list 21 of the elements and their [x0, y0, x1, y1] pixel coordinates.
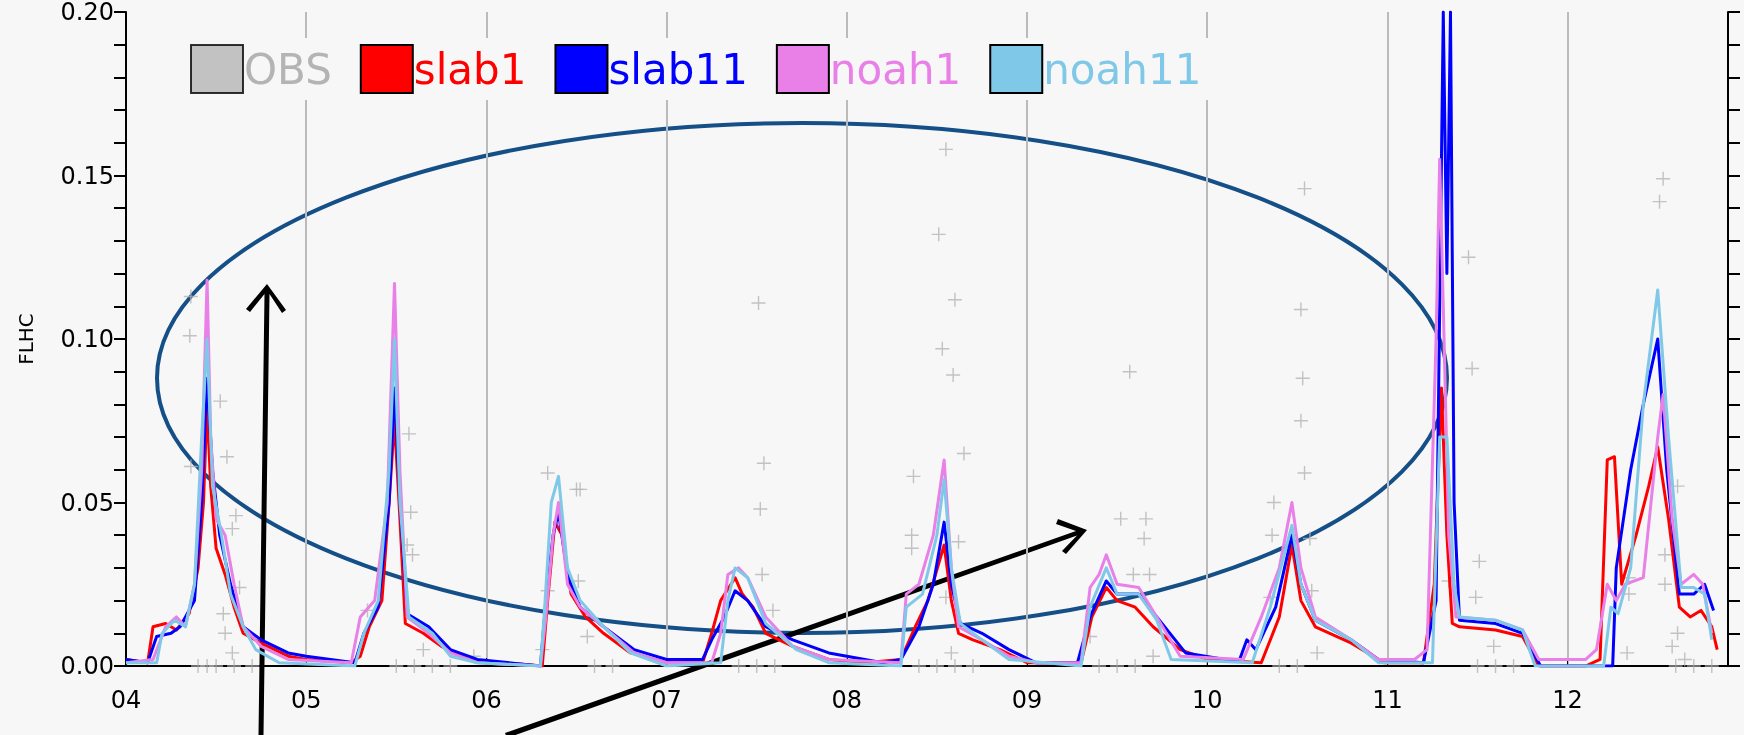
x-tick-label: 09 [1011, 686, 1043, 714]
y-axis-title: FLHC [14, 313, 38, 365]
y-tick-label: 0.10 [60, 325, 114, 353]
x-tick-label: 05 [290, 686, 322, 714]
y-tick-label: 0.00 [60, 652, 114, 680]
legend-label: noah11 [1043, 44, 1202, 94]
legend-label: OBS [244, 44, 332, 94]
x-tick-label: 11 [1372, 686, 1403, 714]
x-tick-label: 12 [1552, 686, 1583, 714]
legend-label: slab1 [413, 44, 527, 94]
line-series [124, 288, 1714, 668]
x-tick-label: 08 [831, 686, 863, 714]
legend-label: noah1 [829, 44, 962, 94]
x-tick-label: 04 [110, 686, 142, 714]
y-tick-label: 0.15 [60, 161, 114, 190]
y-tick-label: 0.20 [60, 0, 114, 26]
x-tick-label: 07 [651, 686, 682, 714]
x-tick-label: 06 [471, 686, 502, 714]
y-tick-label: 0.05 [60, 488, 114, 517]
x-tick-label: 10 [1191, 686, 1223, 714]
legend-label: slab11 [608, 44, 748, 94]
